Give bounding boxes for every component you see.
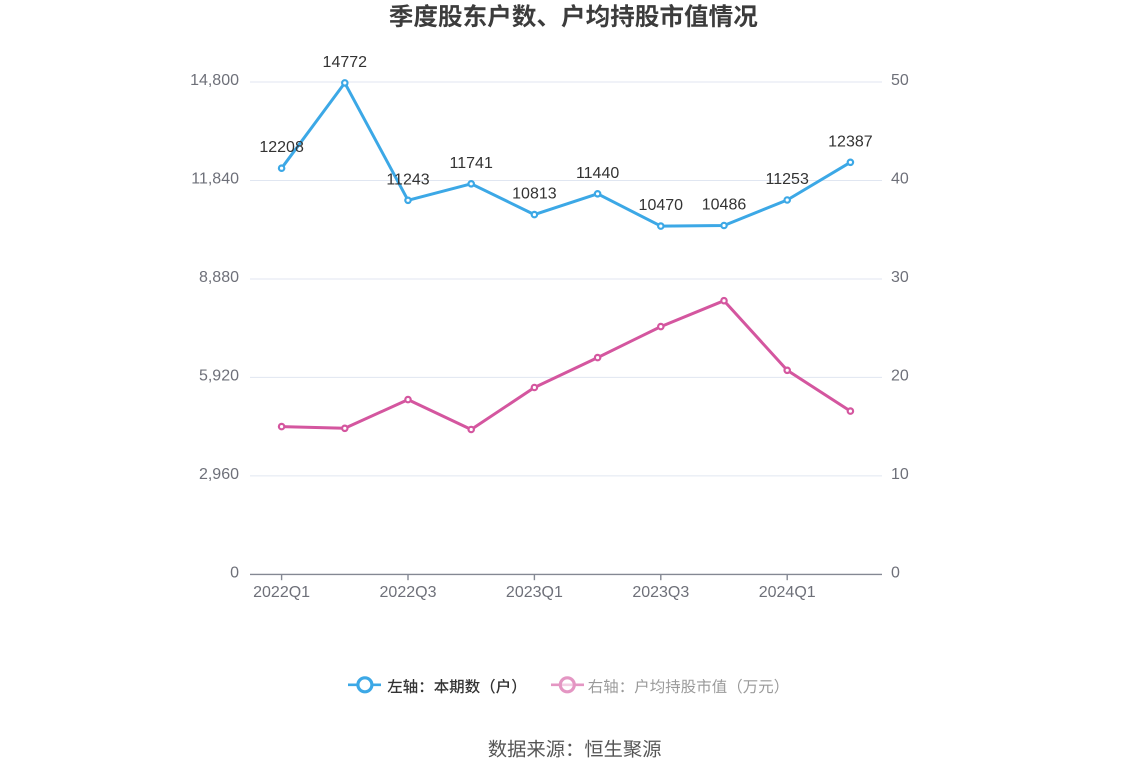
svg-text:8,880: 8,880 [199,269,239,286]
svg-text:40: 40 [891,171,909,188]
svg-text:10813: 10813 [512,186,557,203]
svg-text:14772: 14772 [323,54,368,71]
svg-text:2023Q1: 2023Q1 [506,584,563,601]
svg-text:14,800: 14,800 [190,72,239,89]
svg-text:0: 0 [230,565,239,582]
svg-text:11741: 11741 [450,155,493,172]
svg-text:11243: 11243 [386,171,429,188]
svg-text:2022Q3: 2022Q3 [380,584,437,601]
svg-text:30: 30 [891,269,909,286]
svg-text:5,920: 5,920 [199,368,239,385]
svg-text:2022Q1: 2022Q1 [253,584,310,601]
svg-text:2024Q1: 2024Q1 [759,584,816,601]
svg-text:11,840: 11,840 [191,171,239,188]
svg-text:10: 10 [891,466,909,483]
svg-text:0: 0 [891,565,900,582]
svg-text:10486: 10486 [702,197,747,214]
svg-text:11253: 11253 [766,171,809,188]
svg-text:2023Q3: 2023Q3 [632,584,689,601]
svg-text:50: 50 [891,72,909,89]
svg-text:12208: 12208 [259,139,304,156]
svg-text:20: 20 [891,368,909,385]
svg-text:2,960: 2,960 [199,466,239,483]
svg-text:12387: 12387 [828,133,873,150]
svg-text:10470: 10470 [639,197,684,214]
svg-text:11440: 11440 [576,165,619,182]
